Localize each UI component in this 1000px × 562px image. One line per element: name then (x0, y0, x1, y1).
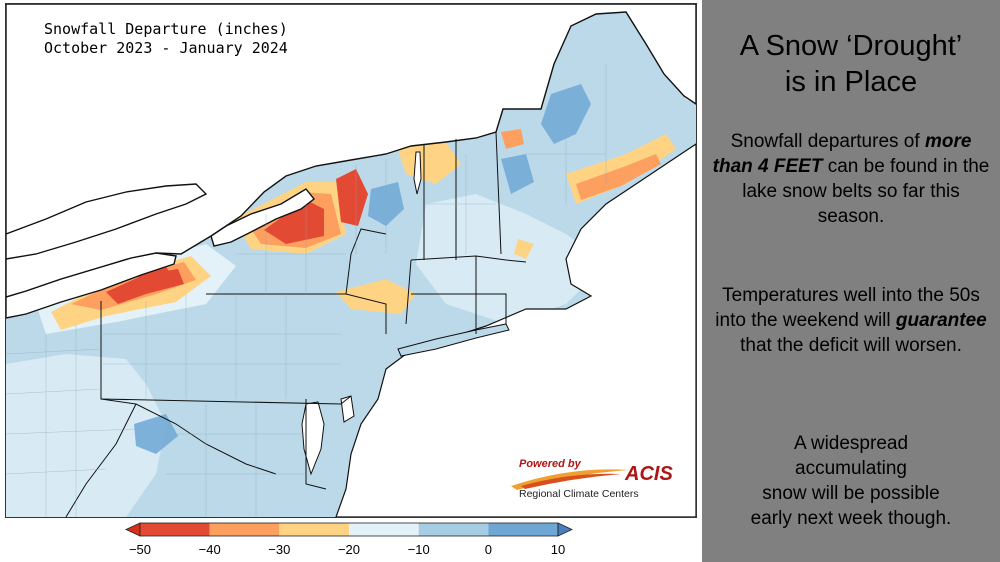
deficit-red-tug-hill (264, 200, 324, 244)
legend-bin (418, 523, 489, 536)
legend-over-triangle (557, 522, 573, 537)
legend-bin (488, 523, 558, 536)
deficit-orange-maine (576, 154, 661, 200)
paragraph-next-week-snow: A widespread accumulating snow will be p… (710, 431, 992, 531)
map-title-line-2: October 2023 - January 2024 (44, 39, 288, 57)
canada-land-blank (6, 4, 696, 298)
deficit-red-adirondack (336, 169, 368, 226)
map-panel: Snowfall Departure (inches) October 2023… (5, 3, 697, 560)
state-borders (65, 131, 527, 517)
legend-tick-label: −40 (198, 542, 221, 557)
legend-bin (279, 523, 349, 536)
legend-tick-label: −30 (268, 542, 291, 557)
para-3-line-2: accumulating (795, 458, 907, 479)
legend-tick-label: −50 (128, 542, 152, 557)
para-2-emphasis: guarantee (895, 310, 987, 331)
acis-subtitle: Regional Climate Centers (519, 488, 639, 500)
para-3-line-1: A widespread (793, 433, 909, 454)
side-title: A Snow ‘Drought’ is in Place (702, 28, 1000, 100)
map-title-line-1: Snowfall Departure (inches) (44, 20, 288, 38)
legend-tick-label: 10 (550, 542, 566, 557)
paragraph-temperatures: Temperatures well into the 50s into the … (710, 283, 992, 358)
para-1-pre: Snowfall departures of (730, 131, 920, 152)
legend-bin (209, 523, 280, 536)
lake-ontario (210, 188, 315, 247)
snowfall-departure-map (6, 4, 696, 517)
side-title-line-2: is in Place (784, 66, 918, 98)
para-2-pre: Temperatures well into the 50s into the … (715, 285, 980, 331)
legend-tick-label: −20 (337, 542, 361, 557)
para-1-emphasis: more than 4 FEET (712, 131, 972, 177)
lake-champlain (413, 151, 422, 195)
chesapeake-bay (301, 401, 325, 476)
delaware-bay (340, 395, 355, 423)
atlantic-ocean (335, 143, 696, 517)
acis-powered-by: Powered by (519, 458, 581, 470)
land-light-zone-2 (416, 194, 606, 324)
paragraph-snowfall-departures: Snowfall departures of more than 4 FEET … (710, 129, 992, 229)
legend-colorbar (125, 522, 573, 537)
lake-huron-blank (6, 183, 208, 260)
county-lines (6, 64, 607, 517)
color-legend: −50 −40 −30 −20 −10 0 10 (120, 520, 580, 560)
para-3-line-4: early next week though. (750, 508, 952, 529)
para-1-post: can be found in the lake snow belts so f… (742, 156, 990, 227)
para-2-post: that the deficit will worsen. (740, 335, 962, 356)
side-panel: A Snow ‘Drought’ is in Place Snowfall de… (702, 0, 1000, 562)
map-title: Snowfall Departure (inches) October 2023… (44, 20, 288, 58)
map-frame: Snowfall Departure (inches) October 2023… (5, 3, 697, 518)
side-title-line-1: A Snow ‘Drought’ (739, 30, 963, 62)
legend-bin (349, 523, 419, 536)
deficit-yellow-mass (514, 239, 534, 259)
legend-tick-label: 0 (484, 542, 492, 557)
deficit-yellow-vt (396, 142, 461, 184)
legend-outline (139, 522, 559, 537)
legend-tick-label: −10 (407, 542, 430, 557)
acis-name: ACIS (625, 463, 673, 485)
deficit-yellow-pa (336, 279, 416, 314)
legend-bin (140, 523, 210, 536)
blue-high-nh (501, 154, 534, 194)
long-island (397, 323, 510, 357)
acis-logo: Powered by ACIS Regional Climate Centers (511, 456, 691, 504)
acis-swoosh-icon (511, 469, 629, 490)
deficit-orange-vt (501, 129, 524, 149)
para-3-line-3: snow will be possible (762, 483, 940, 504)
legend-under-triangle (125, 522, 141, 537)
